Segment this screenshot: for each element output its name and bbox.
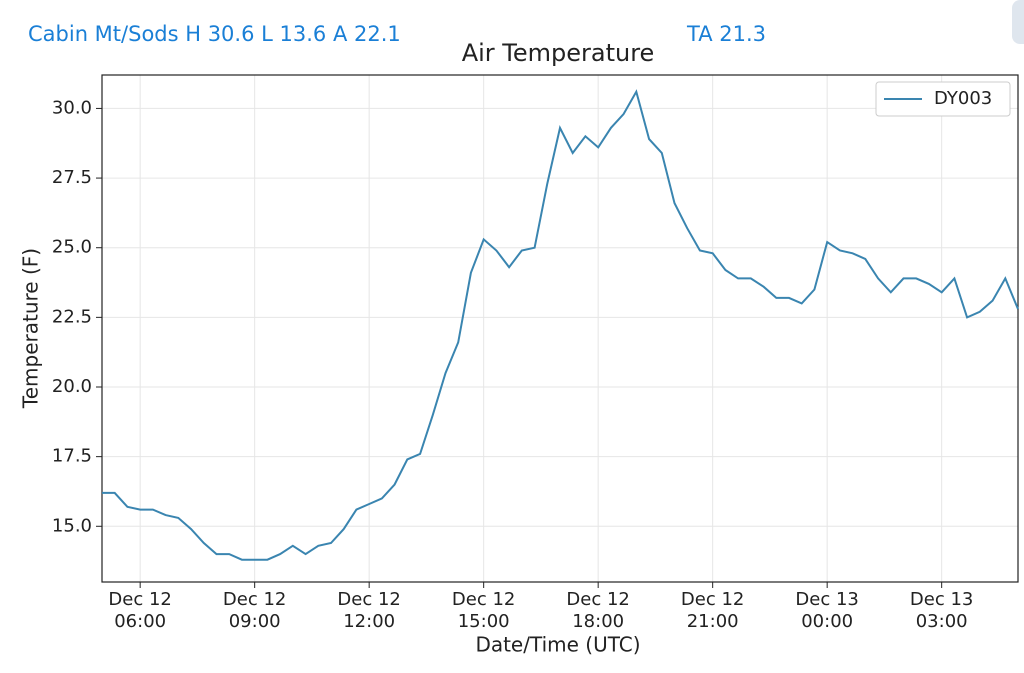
- ta-value: TA 21.3: [687, 22, 766, 46]
- y-tick-label: 30.0: [52, 97, 92, 118]
- x-tick-label: Dec 12 09:00: [222, 589, 287, 632]
- legend-box: [875, 81, 1011, 117]
- plot-frame: [101, 74, 1019, 583]
- x-tick-label: Dec 13 00:00: [795, 589, 859, 632]
- y-axis-label: Temperature (F): [19, 248, 43, 409]
- x-tick-label: Dec 12 15:00: [451, 589, 516, 632]
- legend-label: DY003: [934, 88, 992, 109]
- x-axis-label: Date/Time (UTC): [475, 633, 640, 657]
- y-tick-label: 15.0: [52, 515, 92, 536]
- y-tick-label: 25.0: [52, 237, 92, 258]
- y-tick-label: 17.5: [52, 446, 92, 467]
- y-tick-label: 22.5: [52, 306, 92, 327]
- chart-title: Air Temperature: [462, 39, 655, 67]
- x-tick-label: Dec 12 21:00: [680, 589, 745, 632]
- x-tick-label: Dec 12 18:00: [566, 589, 630, 632]
- x-tick-label: Dec 13 03:00: [909, 589, 974, 632]
- x-tick-label: Dec 12 12:00: [337, 589, 401, 632]
- scroll-thumb: [1012, 0, 1024, 44]
- station-summary: Cabin Mt/Sods H 30.6 L 13.6 A 22.1: [28, 22, 401, 46]
- y-tick-label: 20.0: [52, 376, 92, 397]
- y-tick-label: 27.5: [52, 167, 92, 188]
- data-line: [102, 89, 1019, 561]
- x-tick-label: Dec 12 06:00: [108, 589, 172, 632]
